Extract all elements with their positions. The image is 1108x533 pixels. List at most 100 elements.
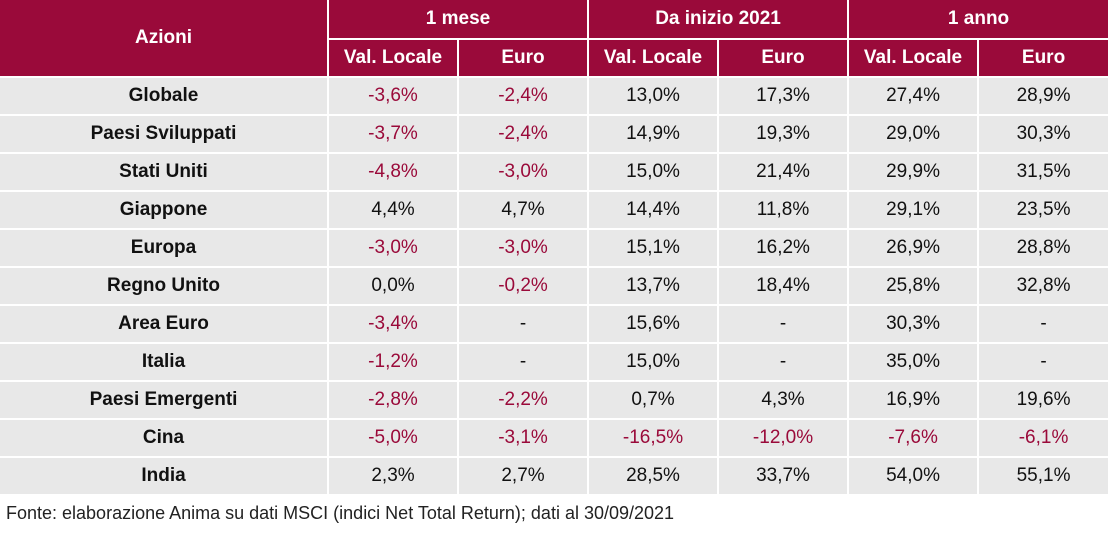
value-cell: 11,8%	[717, 190, 849, 229]
value-cell: 16,2%	[717, 228, 849, 267]
value-cell: 54,0%	[847, 456, 979, 494]
value-cell: 15,1%	[587, 228, 719, 267]
row-name-cell: Paesi Sviluppati	[0, 114, 328, 153]
value-cell: 19,3%	[717, 114, 849, 153]
row-name-cell: Paesi Emergenti	[0, 380, 328, 419]
row-name-cell: Area Euro	[0, 304, 328, 343]
value-cell: 14,9%	[587, 114, 719, 153]
group-header-1-month: 1 mese	[326, 0, 589, 40]
value-cell: 26,9%	[847, 228, 979, 267]
value-cell: 4,7%	[456, 190, 589, 229]
value-cell: -4,8%	[327, 152, 458, 191]
value-cell: 19,6%	[977, 380, 1108, 419]
value-cell: 0,0%	[327, 266, 458, 305]
value-cell: -2,4%	[456, 114, 589, 153]
subheader-1m-local: Val. Locale	[327, 39, 458, 77]
value-cell: -16,5%	[587, 418, 719, 457]
value-cell: -12,0%	[717, 418, 849, 457]
row-name-cell: Regno Unito	[0, 266, 328, 305]
value-cell: -3,0%	[327, 228, 458, 267]
row-name-cell: Stati Uniti	[0, 152, 328, 191]
value-cell: -3,4%	[327, 304, 458, 343]
value-cell: 28,8%	[977, 228, 1108, 267]
value-cell: 28,5%	[587, 456, 719, 494]
value-cell: 23,5%	[977, 190, 1108, 229]
value-cell: -6,1%	[977, 418, 1108, 457]
table-row: Globale -3,6% -2,4% 13,0% 17,3% 27,4% 28,9%	[0, 76, 1108, 115]
value-cell: -7,6%	[847, 418, 979, 457]
group-header-ytd: Da inizio 2021	[587, 0, 849, 40]
value-cell: 31,5%	[977, 152, 1108, 191]
value-cell: 13,0%	[587, 76, 719, 115]
value-cell: -	[977, 304, 1108, 343]
value-cell: -3,6%	[327, 76, 458, 115]
subheader-ytd-local: Val. Locale	[587, 39, 719, 77]
value-cell: 32,8%	[977, 266, 1108, 305]
table-row: Regno Unito 0,0% -0,2% 13,7% 18,4% 25,8% 32,8%	[0, 266, 1108, 305]
value-cell: 15,0%	[587, 152, 719, 191]
value-cell: 55,1%	[977, 456, 1108, 494]
table-header: Azioni 1 mese Da inizio 2021 1 anno Val.…	[0, 0, 1108, 77]
subheader-1y-euro: Euro	[977, 39, 1108, 77]
subheader-1y-local: Val. Locale	[847, 39, 979, 77]
table-row: Giappone 4,4% 4,7% 14,4% 11,8% 29,1% 23,5%	[0, 190, 1108, 229]
table-body: Globale -3,6% -2,4% 13,0% 17,3% 27,4% 28,9% Pae…	[0, 76, 1108, 494]
value-cell: -3,0%	[456, 152, 589, 191]
value-cell: 15,6%	[587, 304, 719, 343]
value-cell: 35,0%	[847, 342, 979, 381]
value-cell: -	[456, 342, 589, 381]
value-cell: 33,7%	[717, 456, 849, 494]
value-cell: 29,1%	[847, 190, 979, 229]
row-name-cell: Europa	[0, 228, 328, 267]
value-cell: 30,3%	[977, 114, 1108, 153]
value-cell: -3,1%	[456, 418, 589, 457]
value-cell: -	[717, 342, 849, 381]
subheader-1m-euro: Euro	[456, 39, 589, 77]
table-row: Cina -5,0% -3,1% -16,5% -12,0% -7,6% -6,1%	[0, 418, 1108, 457]
value-cell: -2,4%	[456, 76, 589, 115]
value-cell: 17,3%	[717, 76, 849, 115]
row-name-cell: Cina	[0, 418, 328, 457]
table-row: Area Euro -3,4% -15,6% -30,3% -	[0, 304, 1108, 343]
value-cell: -	[977, 342, 1108, 381]
value-cell: -2,2%	[456, 380, 589, 419]
table-row: Italia -1,2% -15,0% -35,0% -	[0, 342, 1108, 381]
value-cell: 29,9%	[847, 152, 979, 191]
row-name-cell: Giappone	[0, 190, 328, 229]
value-cell: 16,9%	[847, 380, 979, 419]
value-cell: 28,9%	[977, 76, 1108, 115]
source-footnote: Fonte: elaborazione Anima su dati MSCI (…	[6, 503, 675, 523]
subheader-ytd-euro: Euro	[717, 39, 849, 77]
table-row: Europa -3,0% -3,0% 15,1% 16,2% 26,9% 28,8%	[0, 228, 1108, 267]
row-name-cell: Italia	[0, 342, 328, 381]
value-cell: -5,0%	[327, 418, 458, 457]
value-cell: 14,4%	[587, 190, 719, 229]
group-header-1-year: 1 anno	[847, 0, 1108, 40]
value-cell: 30,3%	[847, 304, 979, 343]
value-cell: -2,8%	[327, 380, 458, 419]
value-cell: 4,3%	[717, 380, 849, 419]
value-cell: 25,8%	[847, 266, 979, 305]
value-cell: 2,3%	[327, 456, 458, 494]
value-cell: -3,0%	[456, 228, 589, 267]
value-cell: -3,7%	[327, 114, 458, 153]
table-row: India 2,3% 2,7% 28,5% 33,7% 54,0% 55,1%	[0, 456, 1108, 494]
value-cell: -	[717, 304, 849, 343]
value-cell: 18,4%	[717, 266, 849, 305]
value-cell: 4,4%	[327, 190, 458, 229]
value-cell: -	[456, 304, 589, 343]
value-cell: 2,7%	[456, 456, 589, 494]
table-row: Paesi Sviluppati -3,7% -2,4% 14,9% 19,3% 29,0…	[0, 114, 1108, 153]
value-cell: 29,0%	[847, 114, 979, 153]
row-label-header: Azioni	[0, 0, 328, 77]
value-cell: -0,2%	[456, 266, 589, 305]
row-name-cell: Globale	[0, 76, 328, 115]
table-row: Paesi Emergenti -2,8% -2,2% 0,7% 4,3% 16,9% 19…	[0, 380, 1108, 419]
value-cell: -1,2%	[327, 342, 458, 381]
row-name-cell: India	[0, 456, 328, 494]
value-cell: 27,4%	[847, 76, 979, 115]
value-cell: 0,7%	[587, 380, 719, 419]
value-cell: 21,4%	[717, 152, 849, 191]
value-cell: 15,0%	[587, 342, 719, 381]
